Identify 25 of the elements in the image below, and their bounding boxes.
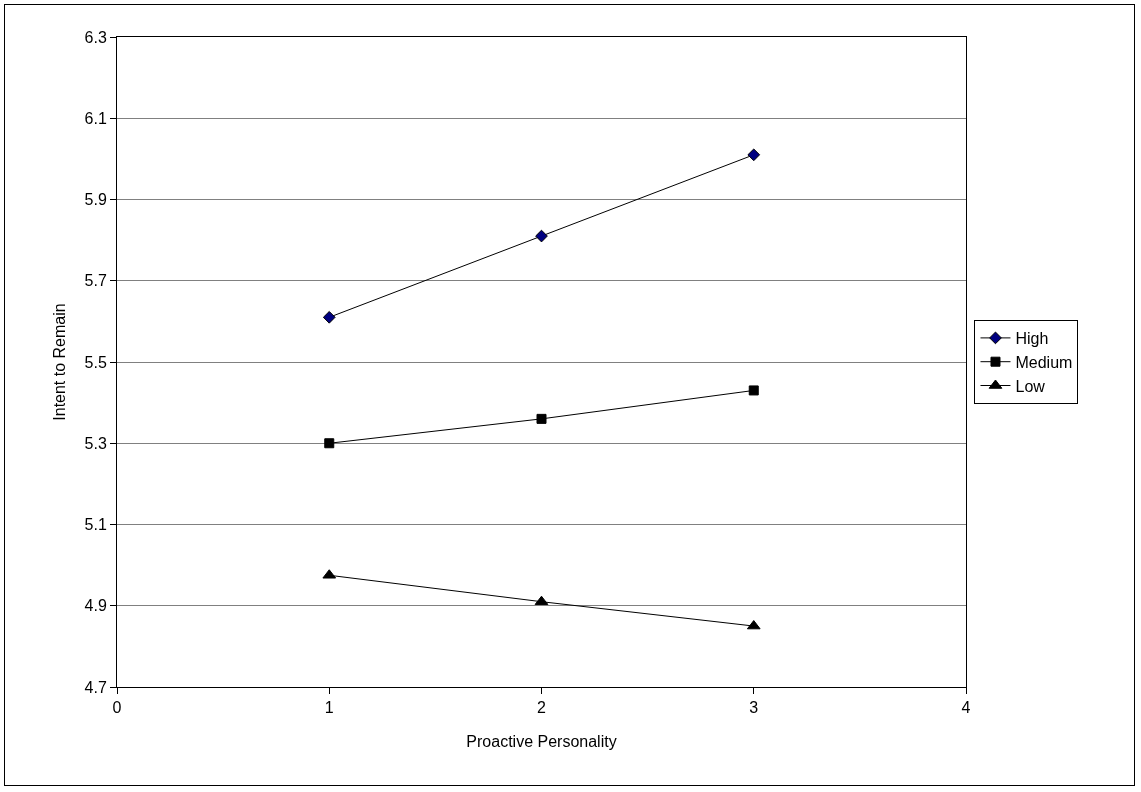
legend-label: Low (1015, 377, 1046, 395)
y-tick-label: 4.9 (84, 597, 107, 615)
x-tick-label: 0 (112, 699, 122, 717)
point (536, 413, 547, 424)
legend-label: High (1015, 330, 1049, 348)
y-tick-label: 6.1 (84, 109, 107, 127)
y-tick-label: 5.7 (84, 272, 107, 290)
y-tick-label: 5.1 (84, 516, 107, 534)
point (535, 229, 548, 243)
x-axis-title: Proactive Personality (466, 732, 617, 750)
x-tick-label: 4 (961, 699, 971, 717)
point (748, 385, 759, 396)
x-tick-label: 1 (324, 699, 334, 717)
y-tick-label: 5.5 (84, 353, 107, 371)
y-tick-label: 5.9 (84, 191, 107, 209)
x-tick-label: 3 (749, 699, 759, 717)
point (747, 148, 761, 162)
y-axis-title: Intent to Remain (51, 303, 69, 421)
x-tick-label: 2 (537, 699, 547, 717)
y-tick-label: 5.3 (84, 434, 107, 452)
y-tick-label: 6.3 (84, 28, 107, 46)
point (324, 438, 335, 449)
legend-label: Medium (1015, 353, 1073, 371)
point (322, 310, 336, 324)
y-tick-label: 4.7 (84, 678, 107, 696)
